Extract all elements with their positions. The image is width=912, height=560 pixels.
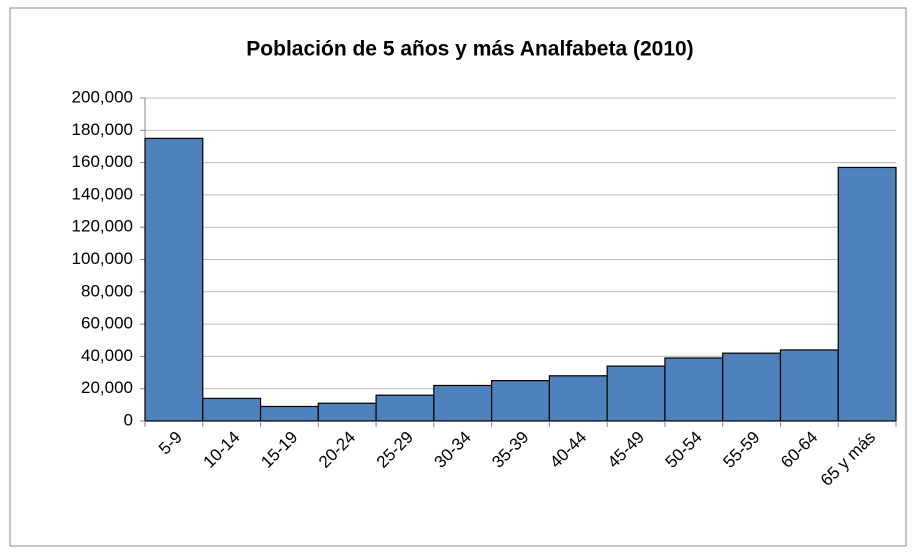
y-tick-label: 0 — [124, 410, 133, 429]
bar — [779, 349, 839, 422]
y-tick-label: 20,000 — [81, 378, 133, 397]
y-tick-label: 160,000 — [72, 152, 133, 171]
bar — [722, 352, 782, 422]
bar — [491, 380, 550, 422]
bar — [375, 394, 435, 422]
y-tick-label: 140,000 — [72, 184, 133, 203]
bar — [433, 384, 493, 422]
y-tick-label: 40,000 — [81, 346, 133, 365]
chart-border — [9, 7, 907, 547]
chart-title: Población de 5 años y más Analfabeta (20… — [246, 38, 693, 61]
y-tick-label: 180,000 — [72, 120, 133, 139]
bar — [664, 357, 724, 422]
y-tick-label: 60,000 — [81, 314, 133, 333]
bar — [202, 397, 262, 422]
bar — [837, 166, 897, 422]
bar — [548, 375, 608, 422]
bar — [606, 365, 666, 422]
bar — [144, 137, 204, 422]
y-tick-label: 100,000 — [72, 249, 133, 268]
bar — [259, 405, 319, 422]
bar — [317, 402, 377, 422]
y-tick-label: 200,000 — [72, 87, 133, 106]
y-tick-label: 120,000 — [72, 217, 133, 236]
y-tick-label: 80,000 — [81, 281, 133, 300]
